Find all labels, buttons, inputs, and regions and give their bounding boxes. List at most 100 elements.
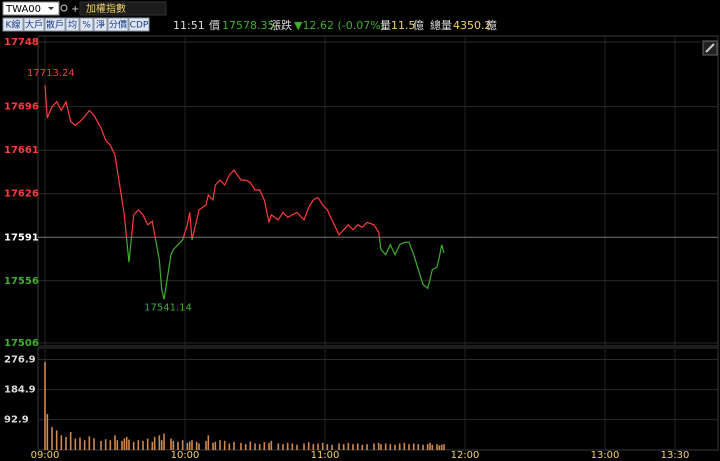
volume-bar <box>205 440 207 450</box>
x-tick-label: 09:00 <box>31 450 60 461</box>
volume-bar <box>361 444 364 450</box>
volume-bar <box>181 440 184 450</box>
value-label: 17541.14 <box>144 302 192 313</box>
volume-bar <box>436 444 438 450</box>
y-tick-label: 17626 <box>4 189 39 200</box>
dropdown-icon[interactable] <box>48 7 54 10</box>
value-label: 17713.24 <box>27 68 75 79</box>
button-label: CDP <box>130 21 149 31</box>
y-tick-label: 17556 <box>4 276 39 287</box>
volume-bar <box>46 414 49 450</box>
button[interactable] <box>23 17 45 32</box>
symbol: TWA00 <box>5 4 41 15</box>
volume-bar <box>394 444 396 450</box>
volume-bar <box>132 441 135 450</box>
volume-bar <box>417 444 420 450</box>
volume-bar <box>125 436 128 450</box>
volume-bar <box>307 442 310 450</box>
volume-bar <box>403 442 406 450</box>
volume-bar <box>188 441 191 450</box>
add-icon[interactable]: + <box>71 4 79 15</box>
price-label: 價 <box>209 18 220 32</box>
x-tick-label: 12:00 <box>451 450 480 461</box>
change-label: 漲跌 <box>270 18 292 32</box>
volume-bar <box>312 444 315 450</box>
button-label: K線 <box>6 19 21 31</box>
volume-bar <box>249 441 252 450</box>
volume-bar <box>137 440 140 450</box>
volume-bar <box>104 439 107 450</box>
volume-bar <box>100 440 102 450</box>
volume-bar <box>228 443 231 450</box>
total-unit: 億 <box>486 19 497 32</box>
volume-bar <box>172 440 175 450</box>
y-tick-label: 17506 <box>4 338 39 349</box>
price: 17578.35 <box>222 19 275 32</box>
volume-bar <box>123 438 126 450</box>
volume-bar <box>198 443 200 450</box>
volume-bar <box>223 440 226 450</box>
volume-bar <box>214 441 217 450</box>
volume: 11.5 <box>391 19 416 32</box>
volume-bar <box>438 445 441 450</box>
button[interactable] <box>2 17 24 32</box>
volume-bar <box>429 442 431 450</box>
total: 4350.2 <box>453 19 492 32</box>
change: ▼12.62 (-0.07%) <box>294 19 385 32</box>
volume-bar <box>258 444 261 450</box>
volume-bar <box>303 443 305 450</box>
volume-bar <box>60 435 63 450</box>
volume-bar <box>380 444 382 450</box>
button-label: 大戶 <box>25 19 43 31</box>
volume-label: 量 <box>380 19 391 32</box>
volume-bar <box>389 444 392 450</box>
volume-bar <box>212 442 214 450</box>
volume-bar <box>440 444 443 450</box>
volume-bar <box>270 440 273 450</box>
y-tick-label: 92.9 <box>4 415 29 426</box>
button[interactable] <box>93 17 108 32</box>
volume-bar <box>352 444 354 450</box>
volume-bar <box>93 438 95 450</box>
symbol-input[interactable] <box>2 1 60 16</box>
volume-bar <box>263 442 266 450</box>
volume-bar <box>151 441 154 450</box>
price-line <box>44 85 445 300</box>
button[interactable] <box>107 17 129 32</box>
volume-unit: 億 <box>413 19 424 32</box>
volume-bar <box>55 430 58 450</box>
button[interactable] <box>65 17 80 32</box>
volume-bar <box>326 444 329 450</box>
volume-bar <box>207 435 210 450</box>
volume-bar <box>296 444 298 450</box>
volume-bar <box>128 439 130 450</box>
volume-bar <box>65 436 67 450</box>
button-label: 散戶 <box>46 19 64 31</box>
volume-bar <box>331 444 333 450</box>
volume-bar <box>426 444 429 450</box>
button[interactable] <box>44 17 66 32</box>
volume-bar <box>342 444 345 450</box>
search-icon[interactable] <box>60 4 68 12</box>
volume-bar <box>431 444 434 450</box>
button[interactable] <box>128 17 150 32</box>
toolbar: K線 大戶 散戶均% 淨分價 CDP <box>2 17 150 32</box>
volume-bar <box>373 443 375 450</box>
time: 11:51 <box>173 19 205 32</box>
x-tick-label: 13:00 <box>591 450 620 461</box>
volume-bar <box>422 444 424 450</box>
volume-bar <box>291 443 294 450</box>
volume-bar <box>186 442 189 450</box>
volume-bar <box>191 440 193 450</box>
y-tick-label: 17696 <box>4 102 39 113</box>
volume-bar <box>153 436 156 450</box>
volume-bar <box>277 443 280 450</box>
button-label: 淨 <box>96 19 105 31</box>
volume-bar <box>170 438 172 450</box>
button[interactable] <box>79 17 94 32</box>
volume-bar <box>44 361 46 450</box>
y-tick-label: 276.9 <box>4 355 36 366</box>
volume-bar <box>244 444 247 450</box>
